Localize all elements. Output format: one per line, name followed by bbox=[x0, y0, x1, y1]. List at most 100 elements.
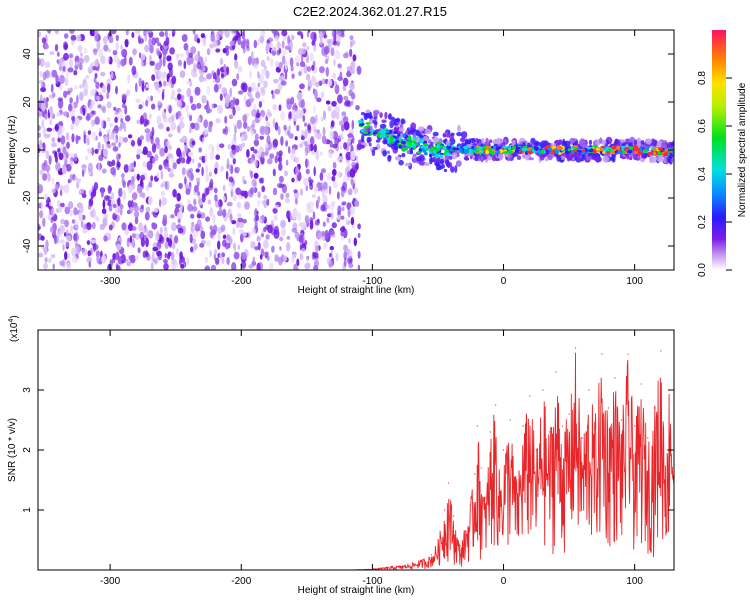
noise-speckle bbox=[259, 35, 265, 44]
noise-speckle bbox=[313, 122, 317, 130]
noise-speckle bbox=[208, 171, 212, 177]
noise-speckle bbox=[305, 185, 308, 191]
noise-speckle bbox=[50, 217, 54, 224]
noise-speckle bbox=[49, 226, 55, 233]
noise-speckle bbox=[88, 261, 92, 268]
noise-speckle bbox=[156, 250, 162, 257]
noise-speckle bbox=[64, 77, 69, 87]
noise-speckle bbox=[159, 147, 166, 157]
noise-speckle bbox=[55, 74, 59, 85]
signal-halo bbox=[619, 139, 626, 143]
noise-speckle bbox=[337, 30, 343, 37]
noise-speckle bbox=[69, 209, 73, 217]
noise-speckle bbox=[54, 151, 58, 159]
noise-speckle bbox=[121, 103, 126, 109]
signal-core bbox=[439, 154, 443, 159]
noise-speckle bbox=[141, 181, 145, 190]
noise-speckle bbox=[150, 262, 154, 270]
noise-speckle bbox=[233, 35, 238, 41]
noise-speckle bbox=[44, 113, 48, 120]
noise-speckle bbox=[236, 201, 242, 209]
noise-speckle bbox=[226, 66, 230, 76]
noise-speckle bbox=[239, 233, 244, 243]
noise-speckle bbox=[116, 243, 122, 251]
noise-speckle bbox=[54, 234, 57, 245]
noise-speckle bbox=[154, 81, 160, 91]
noise-speckle bbox=[250, 82, 257, 90]
signal-halo bbox=[389, 120, 394, 129]
noise-speckle bbox=[357, 233, 361, 238]
noise-speckle bbox=[234, 53, 238, 62]
noise-speckle bbox=[102, 199, 106, 210]
signal-halo bbox=[534, 141, 542, 146]
noise-speckle bbox=[322, 221, 326, 227]
signal-halo bbox=[567, 155, 573, 161]
noise-speckle bbox=[341, 201, 347, 206]
noise-speckle bbox=[321, 230, 325, 237]
noise-speckle bbox=[203, 119, 209, 129]
noise-speckle bbox=[134, 255, 140, 261]
noise-speckle bbox=[177, 93, 182, 100]
noise-speckle bbox=[346, 162, 351, 167]
noise-speckle bbox=[168, 173, 175, 178]
snr-xtick-label: -200 bbox=[231, 576, 251, 587]
signal-core bbox=[468, 149, 473, 154]
noise-speckle bbox=[281, 228, 286, 237]
signal-halo bbox=[614, 138, 619, 145]
noise-speckle bbox=[349, 82, 355, 91]
noise-speckle bbox=[150, 95, 153, 102]
snr-xtick-label: -300 bbox=[100, 576, 120, 587]
noise-speckle bbox=[337, 63, 342, 69]
noise-speckle bbox=[280, 136, 284, 146]
noise-speckle bbox=[263, 199, 267, 209]
noise-speckle bbox=[226, 158, 230, 168]
noise-speckle bbox=[56, 51, 60, 57]
noise-speckle bbox=[175, 203, 181, 209]
noise-speckle bbox=[122, 137, 128, 143]
noise-speckle bbox=[41, 37, 47, 44]
noise-speckle bbox=[224, 93, 231, 104]
noise-speckle bbox=[232, 194, 238, 202]
noise-speckle bbox=[52, 92, 56, 98]
noise-speckle bbox=[149, 30, 152, 33]
noise-speckle bbox=[255, 214, 259, 222]
noise-speckle bbox=[324, 138, 328, 145]
noise-speckle bbox=[254, 246, 259, 251]
signal-halo bbox=[418, 126, 425, 132]
noise-speckle bbox=[96, 40, 101, 50]
noise-speckle bbox=[273, 215, 278, 221]
noise-speckle bbox=[80, 52, 83, 57]
noise-speckle bbox=[52, 263, 55, 270]
noise-speckle bbox=[41, 119, 45, 129]
noise-speckle bbox=[331, 168, 337, 177]
noise-speckle bbox=[115, 42, 119, 51]
signal-halo bbox=[384, 111, 388, 120]
noise-speckle bbox=[203, 38, 206, 47]
noise-speckle bbox=[181, 34, 188, 42]
noise-speckle bbox=[326, 172, 332, 181]
noise-speckle bbox=[117, 207, 120, 214]
signal-core bbox=[436, 144, 440, 149]
noise-speckle bbox=[201, 136, 205, 144]
noise-speckle bbox=[140, 204, 144, 210]
noise-speckle bbox=[288, 111, 292, 119]
noise-speckle bbox=[265, 70, 270, 79]
noise-speckle bbox=[204, 153, 208, 162]
signal-core bbox=[477, 146, 483, 151]
spectrogram-ytick-label: -20 bbox=[22, 190, 33, 205]
noise-speckle bbox=[348, 89, 353, 97]
noise-speckle bbox=[190, 46, 197, 55]
noise-speckle bbox=[342, 77, 349, 87]
noise-speckle bbox=[313, 144, 317, 153]
noise-speckle bbox=[274, 225, 279, 235]
signal-halo bbox=[557, 139, 563, 145]
noise-speckle bbox=[135, 98, 141, 104]
signal-halo bbox=[640, 140, 645, 145]
noise-speckle bbox=[254, 220, 258, 229]
signal-halo bbox=[398, 159, 404, 166]
noise-speckle bbox=[289, 57, 294, 67]
snr-point bbox=[660, 350, 662, 352]
noise-speckle bbox=[324, 229, 330, 240]
signal-halo bbox=[539, 152, 545, 161]
noise-speckle bbox=[274, 122, 279, 131]
